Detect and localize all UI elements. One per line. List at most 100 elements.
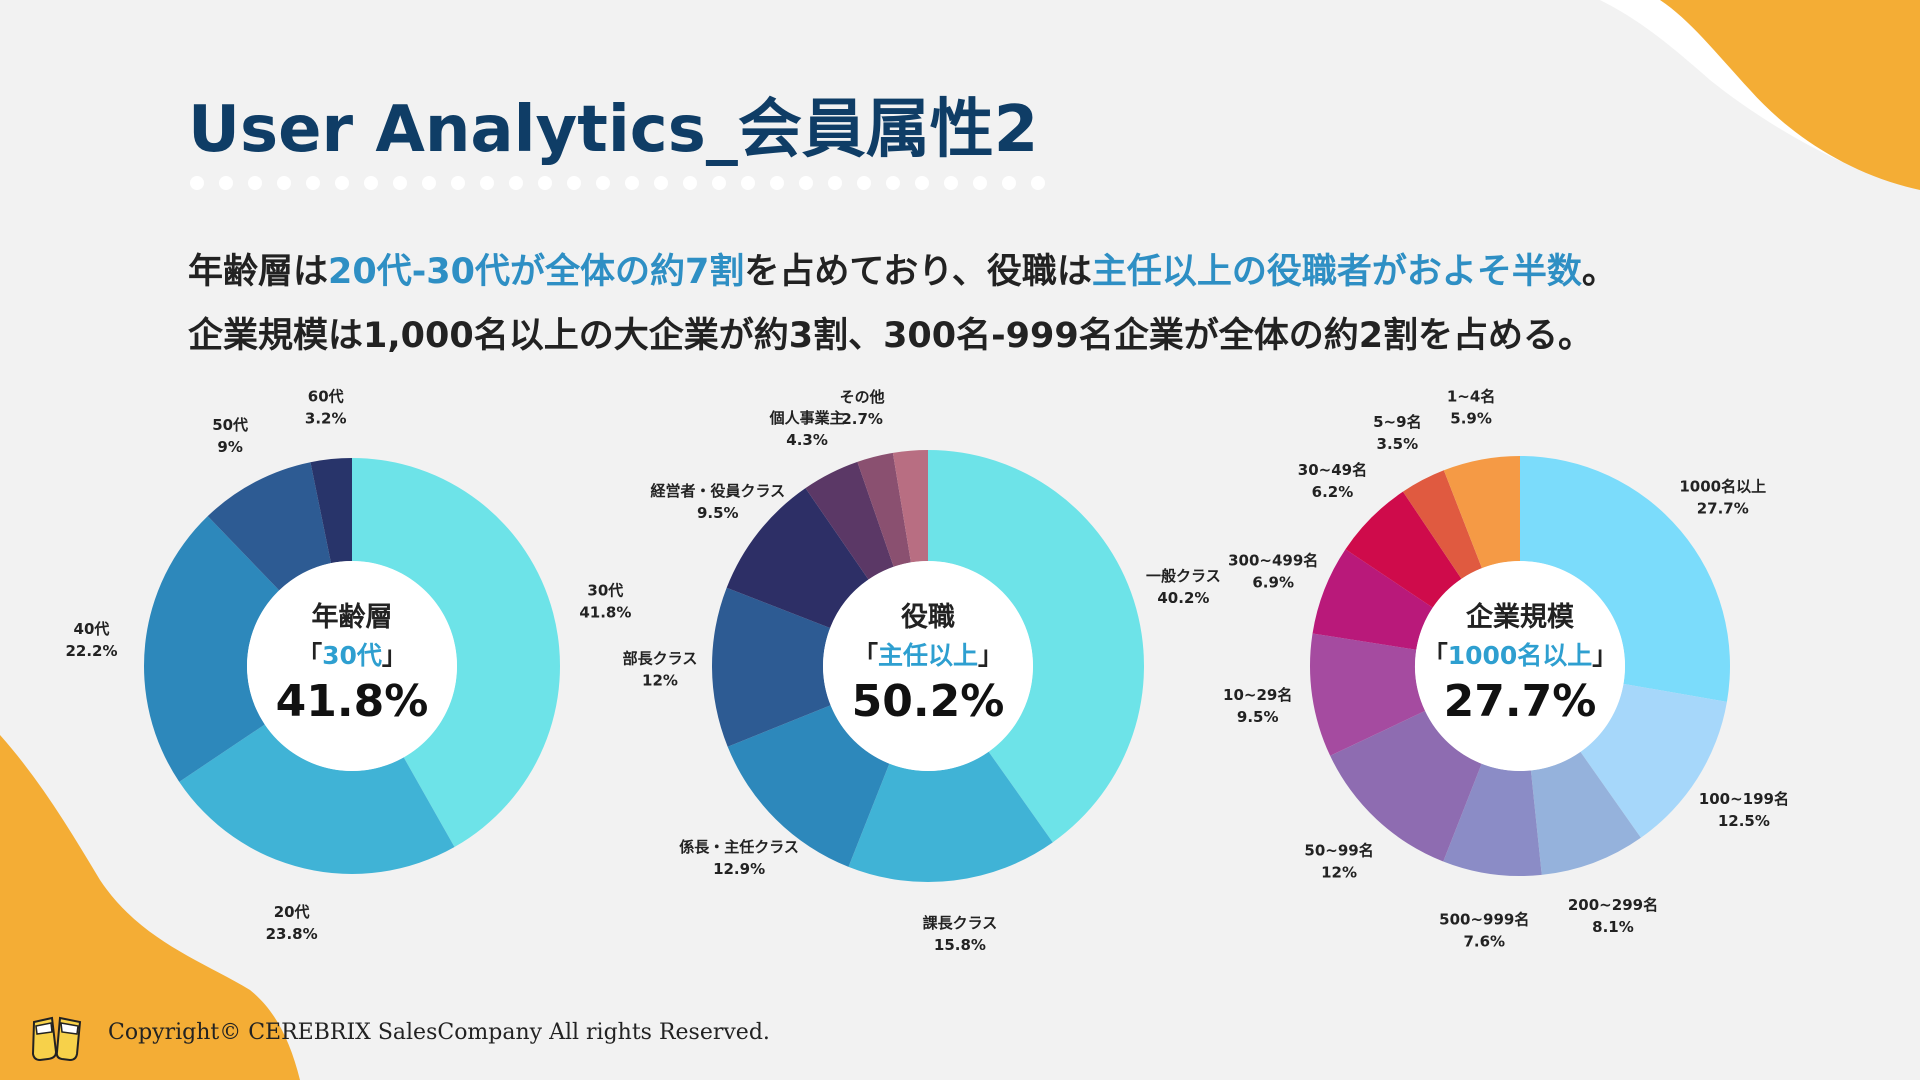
- divider-dot: [1002, 176, 1016, 190]
- slice-label: 100~199名: [1699, 790, 1789, 808]
- donut-slice: [1443, 763, 1542, 876]
- slice-label: その他: [840, 388, 885, 406]
- donut-center-caption: 役職: [901, 602, 955, 633]
- donut-slice: [928, 450, 1145, 843]
- slice-label: 60代: [308, 387, 344, 405]
- bracket-close: 」: [1592, 641, 1617, 670]
- donut-chart-1: 30代 41.8% 20代 23.8% 40代 22.2% 50代 9% 60代 3.2% 年齢層「…: [65, 387, 631, 943]
- slice-label: 部長クラス: [623, 650, 698, 668]
- slice-label: 1000名以上: [1679, 477, 1766, 495]
- bracket-close: 」: [382, 641, 407, 670]
- summary-highlight: 20代-30代が全体の約7割: [328, 252, 745, 292]
- slice-value-label: 7.6%: [1463, 933, 1505, 951]
- slice-label: 5~9名: [1373, 413, 1421, 431]
- slice-label: 300~499名: [1228, 552, 1318, 570]
- divider-dot: [683, 176, 697, 190]
- divider-dot: [828, 176, 842, 190]
- donut-hole: [247, 561, 457, 771]
- summary-segment: 。: [1581, 252, 1617, 292]
- donut-center-value: 50.2%: [852, 676, 1005, 727]
- donut-slice: [179, 724, 455, 875]
- title-dots-divider: [190, 176, 1045, 190]
- slice-label: 20代: [274, 903, 310, 921]
- donut-slice: [1530, 751, 1641, 875]
- divider-dot: [654, 176, 668, 190]
- slice-value-label: 5.9%: [1450, 410, 1492, 428]
- divider-dot: [306, 176, 320, 190]
- slice-value-label: 9.5%: [1237, 708, 1279, 726]
- slice-label: 個人事業主: [769, 409, 845, 427]
- slice-value-label: 9.5%: [697, 504, 739, 522]
- donut-hole: [823, 561, 1033, 771]
- donut-center-highlight: 「30代」: [297, 641, 407, 670]
- slice-value-label: 8.1%: [1592, 918, 1634, 936]
- divider-dot: [190, 176, 204, 190]
- donut-slice: [1520, 456, 1731, 702]
- divider-dot: [219, 176, 233, 190]
- slice-value-label: 6.2%: [1312, 483, 1354, 501]
- donut-slice: [352, 458, 561, 847]
- cheers-logo-icon: [31, 1016, 82, 1062]
- divider-dot: [509, 176, 523, 190]
- bracket-open: 「: [1423, 641, 1448, 670]
- donut-slice: [1345, 491, 1462, 608]
- donut-slice: [144, 516, 280, 782]
- slice-value-label: 6.9%: [1252, 574, 1294, 592]
- donut-slice: [848, 751, 1053, 882]
- divider-dot: [596, 176, 610, 190]
- slice-value-label: 12.5%: [1718, 812, 1770, 830]
- slice-value-label: 15.8%: [934, 936, 986, 954]
- slice-label: 500~999名: [1439, 911, 1529, 929]
- divider-dot: [335, 176, 349, 190]
- highlight-category: 30代: [322, 641, 382, 670]
- donut-slice: [1310, 633, 1426, 756]
- slice-label: 一般クラス: [1146, 567, 1221, 585]
- divider-dot: [915, 176, 929, 190]
- slice-label: 50代: [212, 416, 248, 434]
- slice-value-label: 22.2%: [65, 642, 117, 660]
- divider-dot: [538, 176, 552, 190]
- slice-value-label: 12%: [642, 672, 678, 690]
- highlight-category: 主任以上: [878, 641, 978, 670]
- divider-dot: [1031, 176, 1045, 190]
- bracket-open: 「: [853, 641, 878, 670]
- divider-dot: [625, 176, 639, 190]
- slice-label: 1~4名: [1447, 388, 1495, 406]
- slice-label: 10~29名: [1223, 686, 1292, 704]
- slice-value-label: 27.7%: [1697, 499, 1749, 517]
- slice-value-label: 4.3%: [786, 431, 828, 449]
- donut-chart-3: 1000名以上 27.7% 100~199名 12.5% 200~299名 8.1% 500…: [1223, 388, 1789, 951]
- divider-dot: [712, 176, 726, 190]
- donut-slice: [1312, 549, 1433, 650]
- page-title: User Analytics_会員属性2: [188, 93, 1039, 167]
- divider-dot: [944, 176, 958, 190]
- slice-label: 30~49名: [1298, 461, 1367, 479]
- donut-center-caption: 年齢層: [312, 601, 393, 633]
- slice-label: 30代: [587, 581, 623, 599]
- donut-center-caption: 企業規模: [1466, 601, 1574, 633]
- divider-dot: [741, 176, 755, 190]
- summary-segment: を占めており、役職は: [744, 252, 1092, 292]
- divider-dot: [451, 176, 465, 190]
- divider-dot: [480, 176, 494, 190]
- summary-line-2: 企業規模は1,000名以上の大企業が約3割、300名-999名企業が全体の約2割…: [188, 316, 1594, 356]
- slice-value-label: 2.7%: [841, 410, 883, 428]
- summary-text: 年齢層は20代-30代が全体の約7割を占めており、役職は主任以上の役職者がおよそ…: [188, 240, 1788, 368]
- donut-slice: [207, 462, 332, 591]
- divider-dot: [857, 176, 871, 190]
- slice-label: 40代: [74, 620, 110, 638]
- slice-label: 50~99名: [1304, 842, 1373, 860]
- donut-hole: [1415, 561, 1625, 771]
- divider-dot: [799, 176, 813, 190]
- bracket-open: 「: [297, 641, 322, 670]
- donut-center-highlight: 「主任以上」: [853, 641, 1003, 670]
- donut-slice: [1330, 710, 1482, 862]
- donut-center-highlight: 「1000名以上」: [1423, 641, 1618, 670]
- slice-label: 200~299名: [1568, 896, 1658, 914]
- slice-value-label: 40.2%: [1157, 589, 1209, 607]
- divider-dot: [567, 176, 581, 190]
- highlight-category: 1000名以上: [1448, 641, 1593, 670]
- slice-value-label: 3.2%: [305, 409, 347, 427]
- divider-dot: [770, 176, 784, 190]
